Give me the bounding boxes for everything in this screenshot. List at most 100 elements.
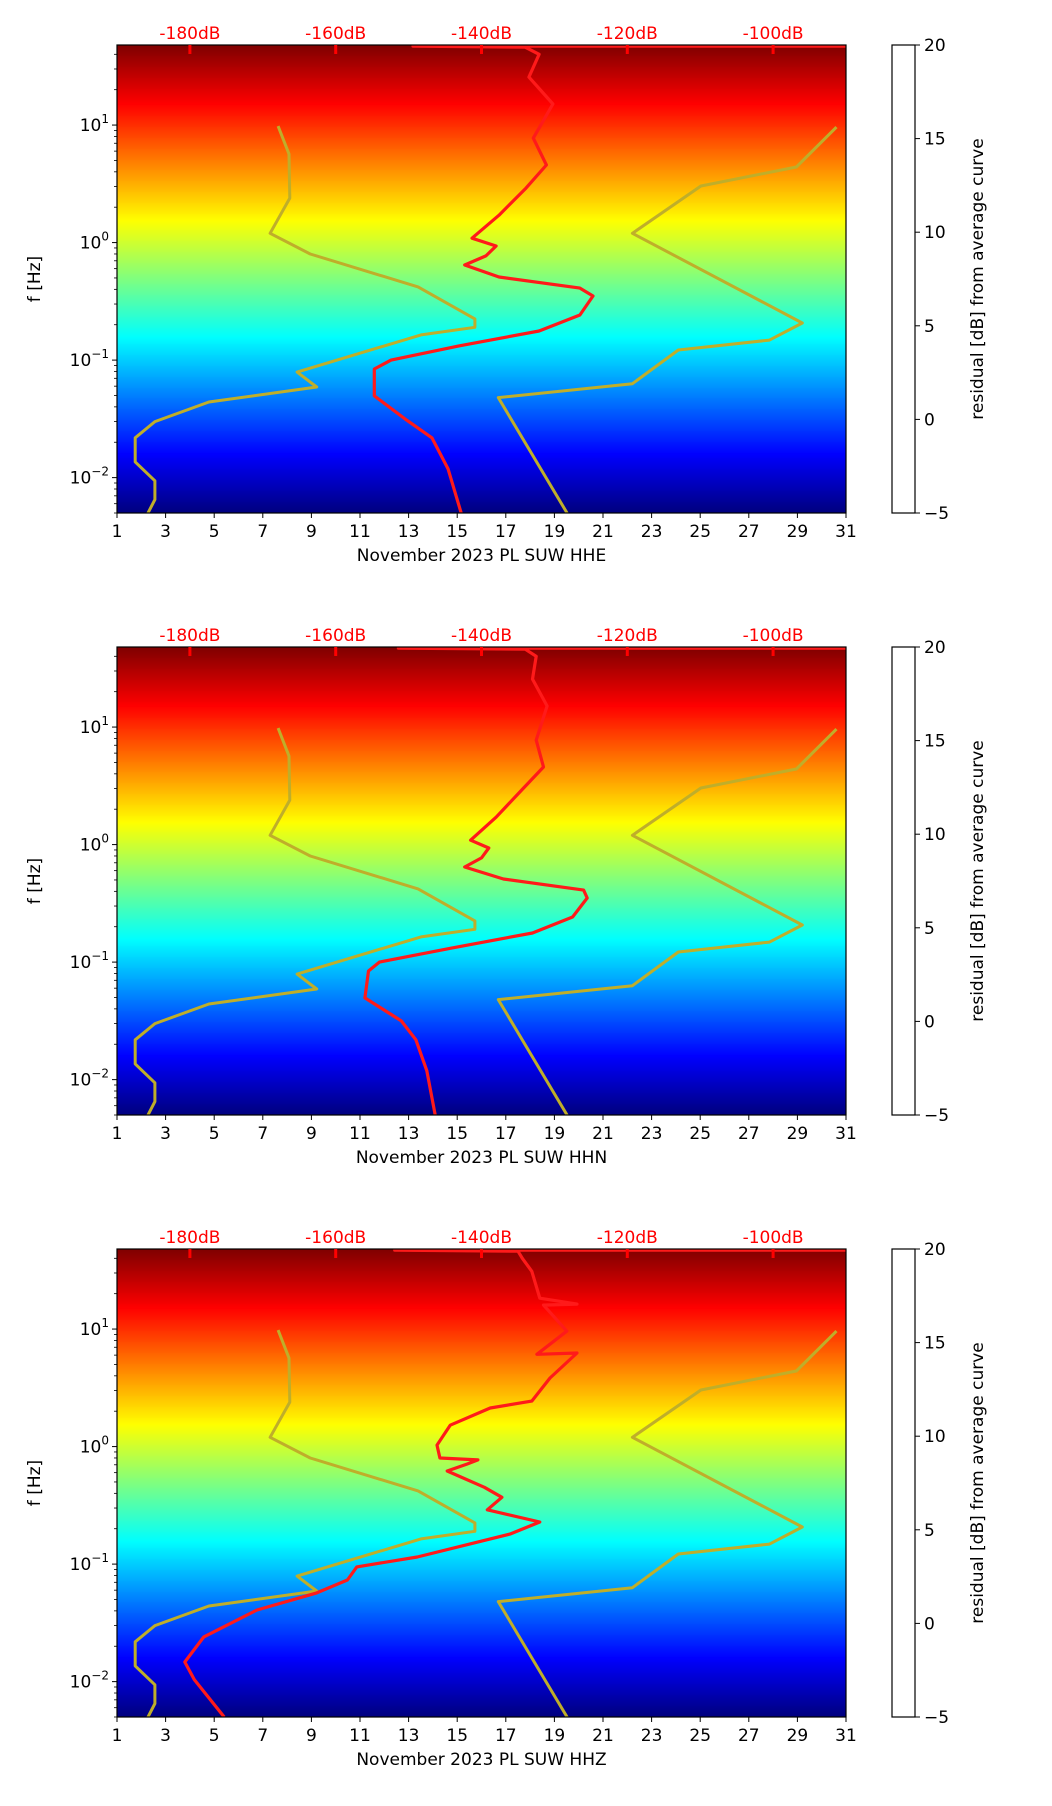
colorbar-tick-label: 10 <box>924 223 946 243</box>
db-tick-label: -140dB <box>451 24 512 44</box>
colorbar-tick-label: 0 <box>924 410 935 430</box>
y-tick-label: 10−2 <box>70 465 109 489</box>
x-tick-label: 25 <box>689 1124 711 1144</box>
x-tick-label: 23 <box>641 1124 663 1144</box>
x-tick-label: 11 <box>349 1124 371 1144</box>
x-tick-label: 7 <box>257 1726 268 1746</box>
median-psd-curve <box>363 646 846 1115</box>
nlnm-curve <box>133 727 477 1115</box>
spectrogram-panel: -180dB -160dB -140dB -120dB -100dB 1 3 5 7 9 11 13 1… <box>0 1204 1052 1806</box>
x-tick-label: 5 <box>209 1124 220 1144</box>
nlnm-curve <box>133 125 477 513</box>
y-tick-label: 100 <box>80 832 109 856</box>
colorbar-tick-label: −5 <box>924 1106 949 1126</box>
colorbar-gradient <box>117 45 846 513</box>
colorbar-tick-label: 15 <box>924 130 946 150</box>
x-tick-label: 21 <box>592 1726 614 1746</box>
db-tick-label: -100dB <box>743 1228 804 1248</box>
nhnm-curve <box>496 126 838 513</box>
x-axis-title: November 2023 PL SUW HHN <box>356 1148 607 1168</box>
x-tick-label: 19 <box>544 522 566 542</box>
nhnm-curve <box>496 1330 838 1717</box>
y-axis-title: f [Hz] <box>25 1460 45 1506</box>
x-tick-label: 3 <box>160 1124 171 1144</box>
x-tick-label: 21 <box>592 522 614 542</box>
colorbar-tick-label: 20 <box>924 1240 946 1260</box>
plot-frame <box>116 44 847 514</box>
colorbar-title: residual [dB] from average curve <box>968 138 988 419</box>
y-tick-label: 10−2 <box>70 1669 109 1693</box>
colorbar-tick-label: 0 <box>924 1614 935 1634</box>
x-tick-label: 1 <box>112 522 123 542</box>
colorbar-tick-label: −5 <box>924 1708 949 1728</box>
spectrogram-panel: -180dB -160dB -140dB -120dB -100dB 1 3 5 7 9 11 13 1… <box>0 0 1052 602</box>
x-tick-label: 25 <box>689 1726 711 1746</box>
x-tick-label: 3 <box>160 522 171 542</box>
x-tick-label: 3 <box>160 1726 171 1746</box>
colorbar-tick-label: 5 <box>924 919 935 939</box>
x-tick-label: 29 <box>787 1124 809 1144</box>
db-tick-label: -140dB <box>451 626 512 646</box>
x-tick-label: 31 <box>835 522 857 542</box>
x-tick-label: 25 <box>689 522 711 542</box>
x-tick-label: 27 <box>738 1124 760 1144</box>
x-tick-label: 11 <box>349 522 371 542</box>
x-tick-label: 23 <box>641 522 663 542</box>
median-psd-curve <box>183 1248 846 1717</box>
x-tick-label: 5 <box>209 522 220 542</box>
x-tick-label: 15 <box>446 522 468 542</box>
x-tick-label: 19 <box>544 1726 566 1746</box>
nhnm-curve <box>496 728 838 1115</box>
y-tick-label: 101 <box>80 112 109 136</box>
x-axis-title: November 2023 PL SUW HHZ <box>356 1750 606 1770</box>
x-tick-label: 17 <box>495 1124 517 1144</box>
colorbar-title: residual [dB] from average curve <box>968 740 988 1021</box>
x-tick-label: 7 <box>257 522 268 542</box>
x-tick-label: 15 <box>446 1124 468 1144</box>
y-tick-label: 100 <box>80 1434 109 1458</box>
y-tick-label: 10−1 <box>70 949 109 973</box>
x-tick-label: 1 <box>112 1124 123 1144</box>
colorbar-tick-label: 15 <box>924 1334 946 1354</box>
plot-frame <box>116 646 847 1116</box>
colorbar-tick-label: 20 <box>924 36 946 56</box>
colorbar-tick-label: 20 <box>924 638 946 658</box>
x-tick-label: 27 <box>738 1726 760 1746</box>
x-tick-label: 23 <box>641 1726 663 1746</box>
x-tick-label: 31 <box>835 1726 857 1746</box>
nlnm-curve <box>133 1329 477 1717</box>
db-tick-label: -120dB <box>597 626 658 646</box>
y-tick-label: 101 <box>80 714 109 738</box>
spectrogram-panel: -180dB -160dB -140dB -120dB -100dB 1 3 5 7 9 11 13 1… <box>0 602 1052 1204</box>
db-tick-label: -100dB <box>743 626 804 646</box>
db-tick-label: -100dB <box>743 24 804 44</box>
x-axis-title: November 2023 PL SUW HHE <box>357 546 606 566</box>
colorbar-tick-label: 0 <box>924 1012 935 1032</box>
x-tick-label: 29 <box>787 1726 809 1746</box>
db-tick-label: -180dB <box>159 24 220 44</box>
db-tick-label: -120dB <box>597 24 658 44</box>
y-tick-label: 10−1 <box>70 347 109 371</box>
x-tick-label: 29 <box>787 522 809 542</box>
db-tick-label: -180dB <box>159 1228 220 1248</box>
x-tick-label: 17 <box>495 522 517 542</box>
y-axis-title: f [Hz] <box>25 858 45 904</box>
plot-frame <box>116 1248 847 1718</box>
x-tick-label: 1 <box>112 1726 123 1746</box>
x-tick-label: 13 <box>398 1124 420 1144</box>
colorbar-tick-label: −5 <box>924 504 949 524</box>
x-tick-label: 7 <box>257 1124 268 1144</box>
x-tick-label: 27 <box>738 522 760 542</box>
db-tick-label: -160dB <box>305 24 366 44</box>
y-tick-label: 10−1 <box>70 1551 109 1575</box>
colorbar-tick-label: 10 <box>924 1427 946 1447</box>
colorbar-tick-label: 5 <box>924 1521 935 1541</box>
colorbar-frame <box>891 646 916 1116</box>
x-tick-label: 13 <box>398 522 420 542</box>
x-tick-label: 17 <box>495 1726 517 1746</box>
colorbar-frame <box>891 1248 916 1718</box>
colorbar-gradient <box>117 1249 846 1717</box>
